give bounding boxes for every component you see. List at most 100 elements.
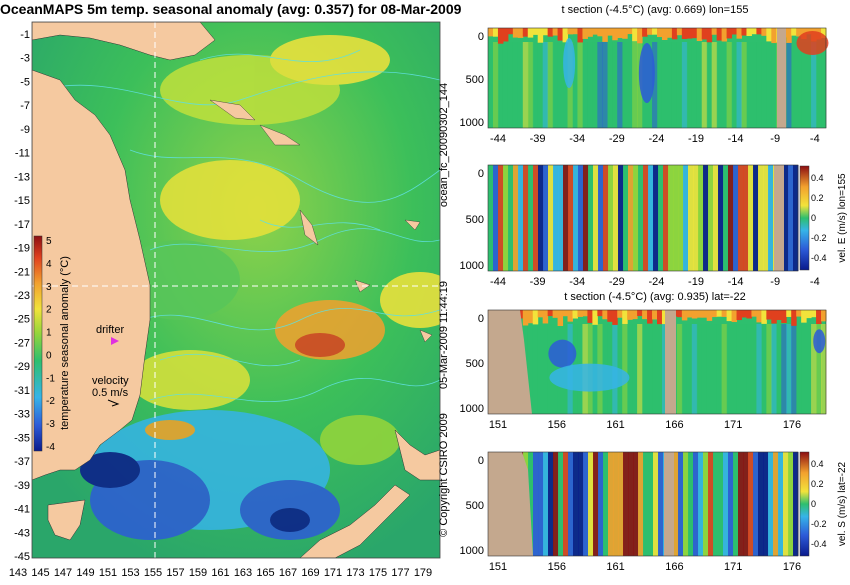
section-column	[683, 165, 689, 271]
section-column	[806, 42, 812, 128]
vel-tick-label: 0	[811, 499, 816, 509]
section-column	[533, 452, 539, 556]
section-column	[583, 165, 589, 271]
section-column	[532, 324, 539, 414]
section-column	[548, 452, 554, 556]
section-column	[608, 165, 614, 271]
map-contours	[39, 49, 440, 403]
section-feature	[796, 31, 829, 55]
section-surface-cell	[527, 28, 534, 38]
section-column	[776, 324, 782, 414]
section-frame	[487, 451, 799, 557]
section-surface-cell	[806, 310, 812, 319]
section-surface-cell	[502, 28, 509, 42]
section-surface-cell	[632, 28, 638, 42]
section-surface-cell	[816, 310, 822, 325]
section-column	[638, 165, 644, 271]
section-surface-cell	[731, 310, 738, 323]
section-surface-cell	[751, 310, 757, 317]
vel-s-section-lat22: 0 500 1000 151 156 161 166 171 176	[460, 451, 801, 573]
lat-tick-label: -3	[20, 53, 30, 65]
section-column	[723, 452, 729, 556]
section-column	[653, 165, 659, 271]
section-surface-cell	[771, 310, 777, 324]
section-column	[543, 165, 549, 271]
section-column	[653, 452, 659, 556]
section-column	[698, 452, 704, 556]
section-column	[696, 324, 703, 414]
section-column	[658, 452, 664, 556]
vel-e-tick-labels: 0.4 0.2 0 -0.2 -0.4	[811, 173, 827, 263]
section-column	[688, 452, 694, 556]
section-surface-cell	[562, 310, 569, 317]
section-surface-cell	[716, 310, 723, 317]
section-surface-cell	[821, 28, 827, 39]
section-column	[598, 165, 604, 271]
section-panels: 0 500 1000 -44 -39 -34 -29 -24 -19 -14 -9 -4 0 500 100…	[460, 27, 829, 573]
section-surface-cell	[647, 28, 653, 35]
section-column	[648, 165, 654, 271]
section-column	[583, 452, 589, 556]
section-frame	[487, 164, 799, 272]
section-column	[681, 42, 688, 128]
section-column	[756, 42, 762, 128]
section-surface-cell	[547, 28, 554, 37]
section-surface-cell	[552, 28, 559, 36]
section-column	[663, 165, 669, 271]
section-column	[552, 42, 559, 128]
section-surface-cell	[761, 310, 767, 324]
section-surface-cell	[532, 28, 539, 35]
section-surface-cell	[587, 28, 593, 37]
section-column	[713, 165, 719, 271]
section-column	[783, 452, 789, 556]
section-column	[618, 452, 624, 556]
lat-tick-label: -31	[14, 385, 30, 397]
section-surface-cell	[766, 28, 772, 42]
section-column	[791, 42, 797, 128]
section-column	[568, 452, 574, 556]
vel-tick-label: 0	[811, 213, 816, 223]
section-surface-cell	[492, 28, 499, 37]
depth-tick-label: 1000	[460, 117, 484, 129]
lon-tick-label: 169	[301, 567, 319, 579]
section-column	[791, 324, 797, 414]
map-panel	[32, 22, 440, 558]
section-x-tick-label: -4	[810, 276, 820, 288]
section-column	[741, 324, 747, 414]
section-column	[602, 42, 608, 128]
section-column	[683, 452, 689, 556]
vel-s-tick-labels: 0.4 0.2 0 -0.2 -0.4	[811, 459, 827, 549]
section-surface-cell	[806, 28, 812, 35]
section-column	[751, 324, 757, 414]
section-surface-cell	[661, 28, 668, 41]
section-column	[592, 42, 598, 128]
section-column	[628, 165, 634, 271]
section-feature	[549, 363, 630, 392]
section-column	[686, 324, 693, 414]
colorbar-gradient	[33, 235, 43, 452]
section-surface-cell	[522, 310, 529, 326]
section-surface-cell	[622, 310, 628, 324]
section-surface-cell	[776, 310, 782, 320]
section-column	[701, 324, 708, 414]
section-column	[676, 42, 683, 128]
lat-tick-label: -37	[14, 456, 30, 468]
depth-tick-label: 500	[466, 74, 484, 86]
section-column	[523, 165, 529, 271]
section-column	[658, 165, 664, 271]
lat-tick-label: -29	[14, 361, 30, 373]
colorbar-tick-labels: 5 4 3 2 1 0 -1 -2 -3 -4	[46, 236, 55, 453]
section-surface-cell	[796, 28, 802, 37]
section-surface-cell	[701, 28, 708, 40]
colorbar-tick-label: 3	[46, 282, 52, 293]
colorbar-tick-label: -4	[46, 442, 55, 453]
section-surface-cell	[637, 310, 643, 317]
section-surface-cell	[597, 310, 603, 317]
section-column	[731, 324, 738, 414]
section-column	[578, 165, 584, 271]
section-column	[623, 452, 629, 556]
section-surface-cell	[602, 28, 608, 42]
section-column	[821, 42, 827, 128]
section-column	[493, 165, 499, 271]
section-surface-cell	[721, 28, 728, 42]
